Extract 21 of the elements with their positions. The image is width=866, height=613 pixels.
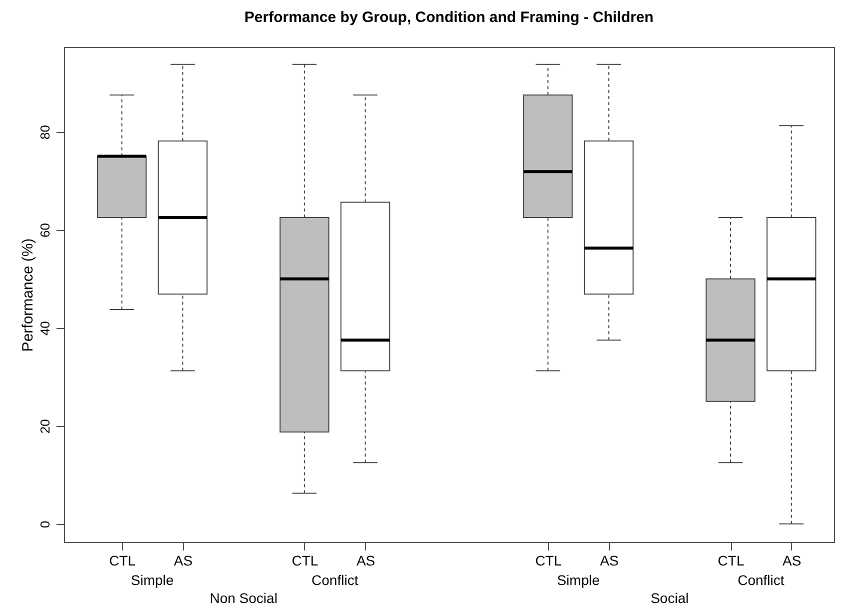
x-tick-label: AS [174, 552, 193, 568]
chart-title: Performance by Group, Condition and Framing - Children [244, 9, 654, 26]
y-axis-title: Performance (%) [20, 238, 36, 352]
y-tick-label: 80 [38, 125, 52, 140]
text: Simple [556, 572, 600, 588]
x-tick-label: AS [356, 552, 376, 568]
x-tick-label: CTL [292, 552, 318, 568]
text: Conflict [312, 572, 358, 588]
text: Non Social [210, 590, 278, 606]
x-tick-label: AS [782, 552, 802, 568]
text: Conflict [738, 572, 784, 588]
y-tick-label: 40 [38, 321, 52, 336]
x-tick-label: CTL [535, 552, 562, 568]
x-tick-label: CTL [718, 552, 744, 568]
text: Simple [130, 572, 174, 588]
y-tick-label: 20 [38, 419, 52, 434]
x-tick-label: CTL [109, 552, 136, 568]
text: Social [650, 590, 689, 606]
x-tick-label: AS [600, 552, 619, 568]
y-tick-label: 0 [38, 520, 52, 528]
y-tick-label: 60 [38, 223, 52, 238]
